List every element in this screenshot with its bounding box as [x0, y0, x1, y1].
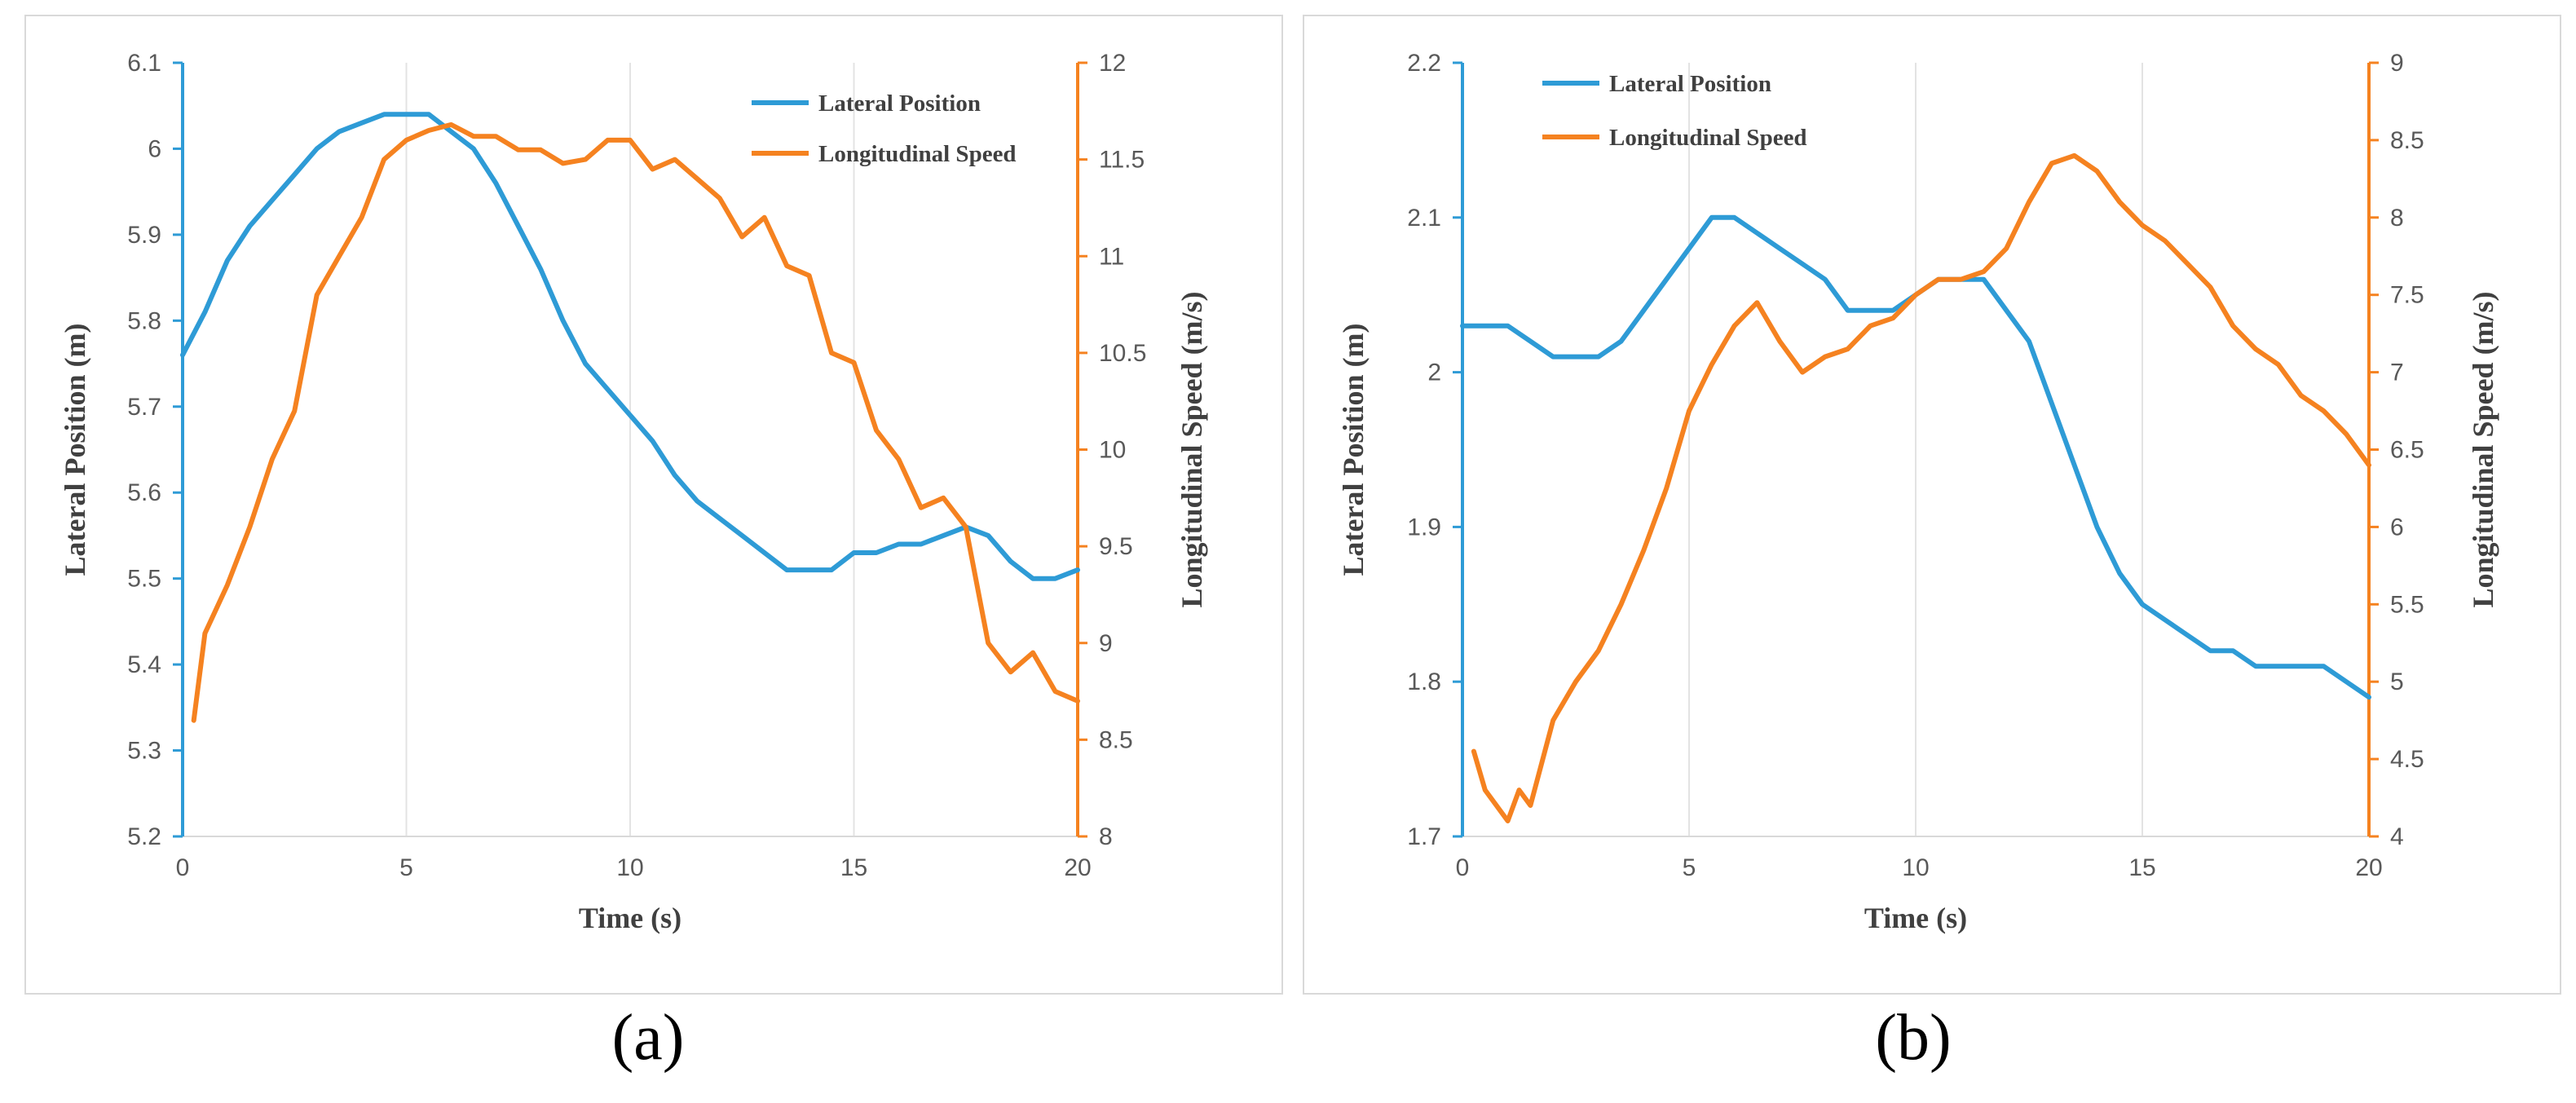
right-y-tick-label: 4 — [2390, 823, 2404, 850]
x-axis-title: Time (s) — [1864, 902, 1967, 934]
left-y-tick-label: 6 — [148, 135, 161, 162]
lateral-position-line — [180, 112, 1080, 581]
right-y-tick-label: 5.5 — [2390, 591, 2424, 618]
left-y-tick-label: 2.2 — [1407, 50, 1441, 77]
right-y-tick-label: 11 — [1099, 243, 1124, 270]
left-y-axis-title: Lateral Position (m) — [59, 324, 91, 576]
right-y-axis-title: Longitudinal Speed (m/s) — [1176, 291, 1208, 607]
chart-b-svg: 0 5 10 15 20 1.7 1.8 1.9 2 2.1 2.2 4 4.5 5 5.5 6 6.5 7 7.5… — [1337, 50, 2499, 934]
left-y-tick-label: 6.1 — [127, 50, 161, 77]
right-y-tick-label: 8 — [1099, 823, 1113, 850]
left-y-tick-label: 5.3 — [127, 738, 161, 765]
x-tick-label: 5 — [1683, 854, 1696, 881]
right-y-tick-label: 8.5 — [2390, 127, 2424, 154]
right-y-tick-label: 7 — [2390, 360, 2404, 386]
longitudinal-speed-line — [1471, 152, 2371, 823]
longitudinal-speed-line — [191, 121, 1080, 723]
left-y-tick-label: 5.2 — [127, 823, 161, 850]
x-tick-label: 0 — [1456, 854, 1470, 881]
right-y-tick-label: 6 — [2390, 514, 2404, 540]
x-tick-label: 10 — [1902, 854, 1929, 881]
left-y-tick-label: 5.8 — [127, 307, 161, 334]
caption-a: (a) — [611, 1002, 685, 1074]
left-y-tick-label: 5.6 — [127, 479, 161, 506]
left-y-tick-label: 5.9 — [127, 222, 161, 249]
left-y-tick-label: 5.5 — [127, 566, 161, 593]
right-y-tick-label: 4.5 — [2390, 746, 2424, 773]
right-y-tick-label: 10 — [1099, 437, 1126, 464]
right-y-axis-title: Longitudinal Speed (m/s) — [2467, 291, 2499, 607]
legend-label: Lateral Position — [1609, 71, 1771, 97]
right-y-tick-label: 11.5 — [1099, 147, 1145, 174]
x-tick-label: 15 — [840, 854, 867, 881]
right-y-tick-label: 9 — [1099, 630, 1113, 657]
left-y-tick-label: 1.8 — [1407, 668, 1441, 695]
x-tick-label: 15 — [2128, 854, 2155, 881]
caption-b: (b) — [1875, 1002, 1952, 1074]
left-y-tick-label: 2.1 — [1407, 205, 1441, 232]
left-y-axis-title: Lateral Position (m) — [1337, 324, 1370, 576]
right-y-tick-label: 12 — [1099, 50, 1126, 77]
chart-panel-b: 0 5 10 15 20 1.7 1.8 1.9 2 2.1 2.2 4 4.5 5 5.5 6 6.5 7 7.5… — [1303, 15, 2561, 995]
right-y-tick-label: 6.5 — [2390, 437, 2424, 464]
right-y-tick-label: 8.5 — [1099, 726, 1133, 753]
x-tick-label: 20 — [1064, 854, 1091, 881]
x-axis-title: Time (s) — [579, 902, 681, 934]
x-tick-label: 10 — [616, 854, 643, 881]
x-tick-label: 0 — [176, 854, 190, 881]
chart-panel-a: 0 5 10 15 20 5.2 5.3 5.4 5.5 5.6 5.7 5.8 5.9 6 6.1 8 8.5… — [24, 15, 1283, 995]
right-y-tick-label: 10.5 — [1099, 340, 1146, 367]
right-y-tick-label: 9 — [2390, 50, 2404, 77]
legend-label: Lateral Position — [818, 90, 981, 117]
left-y-tick-label: 2 — [1427, 360, 1441, 386]
left-y-tick-label: 5.7 — [127, 394, 161, 421]
left-y-tick-label: 1.9 — [1407, 514, 1441, 540]
right-y-tick-label: 9.5 — [1099, 533, 1133, 560]
left-y-tick-label: 5.4 — [127, 651, 161, 678]
left-y-tick-label: 1.7 — [1407, 823, 1441, 850]
x-tick-label: 5 — [399, 854, 413, 881]
right-y-tick-label: 8 — [2390, 205, 2404, 232]
legend-label: Longitudinal Speed — [818, 141, 1017, 167]
right-y-tick-label: 7.5 — [2390, 282, 2424, 309]
legend-label: Longitudinal Speed — [1609, 125, 1807, 151]
chart-a-svg: 0 5 10 15 20 5.2 5.3 5.4 5.5 5.6 5.7 5.8 5.9 6 6.1 8 8.5… — [59, 50, 1208, 934]
right-y-tick-label: 5 — [2390, 668, 2404, 695]
x-tick-label: 20 — [2355, 854, 2382, 881]
